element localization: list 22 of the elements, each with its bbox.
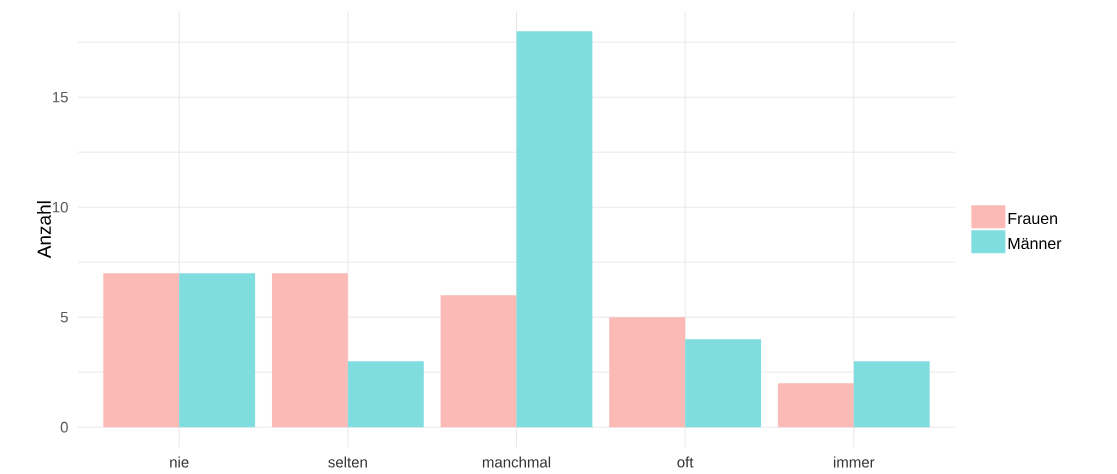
bar — [103, 273, 180, 428]
legend-label: Männer — [1008, 237, 1062, 250]
y-axis-title: Anzahl — [36, 201, 51, 259]
y-tick-label: 10 — [52, 201, 68, 213]
bar — [347, 361, 424, 428]
x-tick-label: oft — [677, 456, 694, 468]
legend-label: Frauen — [1008, 212, 1057, 225]
x-tick-label: immer — [833, 456, 875, 468]
y-tick-label: 15 — [52, 91, 68, 103]
bar — [271, 273, 348, 428]
x-tick-label: nie — [170, 456, 189, 468]
bar — [777, 383, 854, 428]
x-tick-label: manchmal — [482, 456, 551, 468]
bar — [853, 361, 930, 428]
x-tick-label: selten — [328, 456, 367, 468]
y-tick-label: 5 — [60, 311, 68, 323]
bar — [516, 31, 593, 428]
bar — [179, 273, 256, 428]
y-tick-label: 0 — [60, 421, 68, 433]
bar — [685, 339, 762, 428]
bar — [440, 295, 517, 428]
bar — [609, 317, 686, 428]
